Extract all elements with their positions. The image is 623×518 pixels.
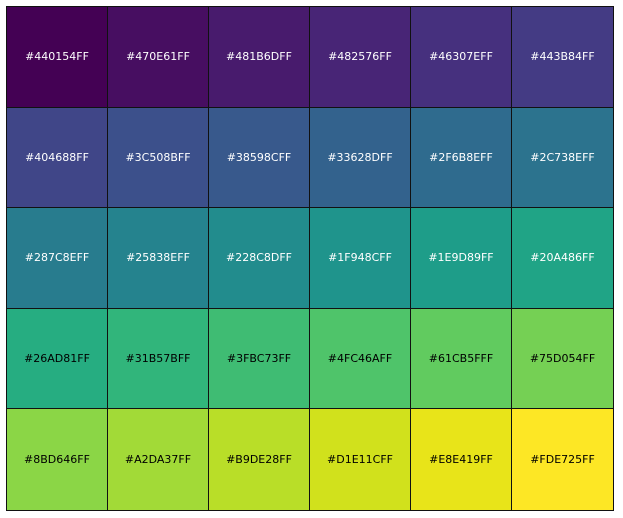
color-swatch: #8BD646FF — [7, 409, 108, 510]
color-swatch: #A2DA37FF — [108, 409, 209, 510]
color-swatch: #B9DE28FF — [209, 409, 310, 510]
color-swatch: #D1E11CFF — [310, 409, 411, 510]
color-swatch: #3FBC73FF — [209, 308, 310, 410]
color-swatch: #4FC46AFF — [310, 308, 411, 410]
color-swatch: #46307EFF — [411, 7, 512, 108]
color-swatch: #38598CFF — [209, 107, 310, 209]
color-swatch: #482576FF — [310, 7, 411, 108]
color-swatch-grid: #440154FF #470E61FF #481B6DFF #482576FF #463… — [6, 6, 614, 511]
color-swatch: #75D054FF — [512, 308, 613, 410]
color-swatch: #33628DFF — [310, 107, 411, 209]
color-swatch: #20A486FF — [512, 208, 613, 309]
color-swatch: #3C508BFF — [108, 107, 209, 209]
color-swatch: #FDE725FF — [512, 409, 613, 510]
color-swatch: #31B57BFF — [108, 308, 209, 410]
color-swatch: #481B6DFF — [209, 7, 310, 108]
color-swatch: #26AD81FF — [7, 308, 108, 410]
color-swatch: #470E61FF — [108, 7, 209, 108]
color-swatch: #2F6B8EFF — [411, 107, 512, 209]
color-swatch: #287C8EFF — [7, 208, 108, 309]
color-swatch: #440154FF — [7, 7, 108, 108]
color-swatch: #228C8DFF — [209, 208, 310, 309]
color-swatch: #2C738EFF — [512, 107, 613, 209]
color-swatch: #1E9D89FF — [411, 208, 512, 309]
color-swatch: #61CB5FFF — [411, 308, 512, 410]
color-swatch: #25838EFF — [108, 208, 209, 309]
color-swatch: #443B84FF — [512, 7, 613, 108]
color-swatch: #1F948CFF — [310, 208, 411, 309]
color-swatch: #404688FF — [7, 107, 108, 209]
color-swatch: #E8E419FF — [411, 409, 512, 510]
